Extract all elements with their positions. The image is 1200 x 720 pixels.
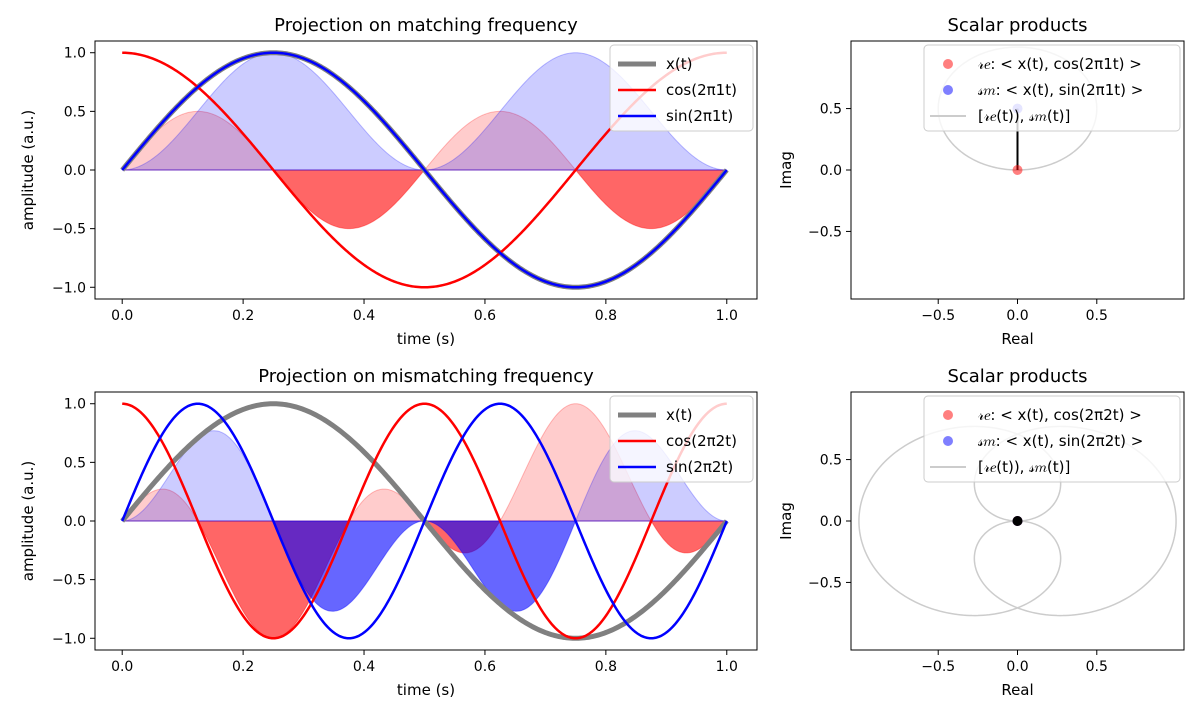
legend-label-2: sin(2π2t) [666,458,733,476]
legend: x(t) cos(2π1t) sin(2π1t) [609,44,754,132]
x-tick-label: 0.4 [353,308,375,324]
product-fill-negative-0 [122,169,728,230]
legend: 𝓇𝑒: < x(t), cos(2π1t) > 𝓈𝑚: < x(t), sin(2… [923,44,1181,132]
x-tick-label: 0.6 [474,308,496,324]
legend-marker-0 [943,410,953,420]
y-axis-label: Imag [777,151,795,189]
y-tick-label: −0.5 [52,573,86,589]
point-re [1012,165,1023,175]
time-panel-mismatching: Projection on mismatching frequency 0.0 0.… [19,366,758,699]
x-tick-label: 1.0 [716,308,738,324]
complex-panel-matching: Scalar products −0.5 0.0 0.5 0.5 0.0 −0.5 Real I… [777,15,1185,348]
legend-label-0: x(t) [666,55,692,73]
x-axis-label: Real [1001,330,1033,348]
x-tick-label: −0.5 [921,659,955,675]
y-axis-label: amplitude (a.u.) [19,461,37,582]
time-panel-matching: Projection on matching frequency 0.0 0.2 0.… [19,15,758,348]
axes-title: Projection on matching frequency [274,15,578,36]
legend-label-1: cos(2π2t) [666,432,737,450]
x-tick-label: 0.5 [1086,659,1108,675]
x-tick-label: 0.4 [353,659,375,675]
y-tick-label: −0.5 [808,224,842,240]
x-axis-label: Real [1001,681,1033,699]
series-line-2 [121,51,728,289]
x-tick-label: 1.0 [716,659,738,675]
legend-label-2: [𝓇𝑒(t)), 𝓈𝑚(t)] [978,107,1070,125]
legend-label-0: 𝓇𝑒: < x(t), cos(2π2t) > [978,406,1142,424]
y-tick-label: −1.0 [52,631,86,647]
y-tick-label: −0.5 [52,222,86,238]
x-tick-label: 0.8 [595,659,617,675]
origin-marker [1012,516,1023,526]
product-fill-negative-0 [122,520,728,639]
legend-label-1: 𝓈𝑚: < x(t), sin(2π1t) > [978,81,1143,99]
y-axis-label: Imag [777,502,795,540]
x-tick-label: 0.0 [111,308,133,324]
legend-marker-1 [943,436,953,446]
legend: x(t) cos(2π2t) sin(2π2t) [609,395,754,483]
y-tick-label: 1.0 [64,46,86,62]
legend-label-1: 𝓈𝑚: < x(t), sin(2π2t) > [978,432,1143,450]
series-line-2 [121,402,728,640]
y-tick-label: 0.0 [820,163,842,179]
x-axis-label: time (s) [397,681,455,699]
y-tick-label: 0.5 [820,102,842,118]
y-tick-label: 0.5 [64,104,86,120]
legend-label-0: x(t) [666,406,692,424]
x-tick-label: 0.8 [595,308,617,324]
legend-label-2: [𝓇𝑒(t)), 𝓈𝑚(t)] [978,458,1070,476]
x-tick-label: 0.0 [111,659,133,675]
axes-title: Projection on mismatching frequency [258,366,594,387]
y-tick-label: 0.0 [64,514,86,530]
y-tick-label: 0.0 [64,163,86,179]
legend-label-0: 𝓇𝑒: < x(t), cos(2π1t) > [978,55,1142,73]
legend: 𝓇𝑒: < x(t), cos(2π2t) > 𝓈𝑚: < x(t), sin(2… [923,395,1181,483]
legend-box [923,44,1181,132]
y-tick-label: 0.5 [820,453,842,469]
legend-label-1: cos(2π1t) [666,81,737,99]
x-tick-label: 0.0 [1006,308,1028,324]
legend-box [923,395,1181,483]
x-tick-label: 0.5 [1086,308,1108,324]
x-tick-label: 0.2 [232,659,254,675]
legend-marker-0 [943,59,953,69]
axes-title: Scalar products [947,366,1087,387]
x-tick-label: −0.5 [921,308,955,324]
plot-area [120,50,729,290]
y-axis-label: amplitude (a.u.) [19,110,37,231]
x-tick-label: 0.0 [1006,659,1028,675]
y-tick-label: −1.0 [52,280,86,296]
y-tick-label: 0.0 [820,514,842,530]
legend-label-2: sin(2π1t) [666,107,733,125]
legend-marker-1 [943,85,953,95]
axes-title: Scalar products [947,15,1087,36]
x-axis-label: time (s) [397,330,455,348]
x-tick-label: 0.6 [474,659,496,675]
x-tick-label: 0.2 [232,308,254,324]
y-tick-label: 0.5 [64,455,86,471]
y-tick-label: 1.0 [64,397,86,413]
series-line-1 [122,402,727,640]
complex-panel-mismatching: Scalar products −0.5 0.0 0.5 0.5 0.0 −0.5 Real I… [777,366,1185,699]
y-tick-label: −0.5 [808,575,842,591]
